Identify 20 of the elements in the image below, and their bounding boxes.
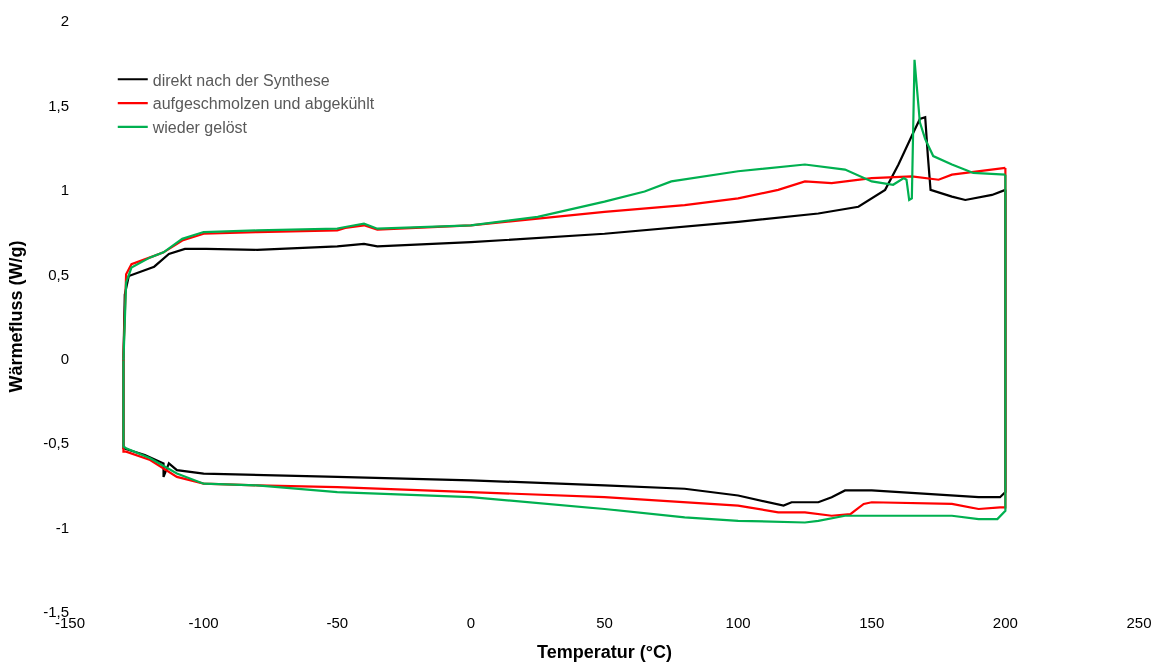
y-tick-label: -0,5 (43, 434, 69, 452)
x-tick-label: 250 (1126, 614, 1152, 631)
x-tick-label: -50 (326, 614, 349, 631)
y-tick-label: 2 (60, 12, 69, 30)
x-tick-label: 50 (596, 614, 613, 631)
y-axis-title: Wärmefluss (W/g) (6, 240, 27, 393)
y-tick-label: -1 (55, 518, 69, 536)
x-tick-label: 0 (466, 614, 476, 631)
legend-label: direkt nach der Synthese (152, 71, 330, 89)
y-tick-label: 1,5 (48, 96, 69, 114)
x-tick-label: 150 (859, 614, 885, 631)
x-tick-label: -100 (188, 614, 219, 631)
legend-label: wieder gelöst (151, 119, 248, 137)
x-tick-label: 200 (992, 614, 1018, 631)
x-axis-title: Temperatur (°C) (537, 642, 672, 663)
legend-label: aufgeschmolzen und abgekühlt (152, 95, 375, 113)
x-tick-label: 100 (725, 614, 751, 631)
y-tick-label: 0,5 (48, 265, 69, 283)
y-tick-label: 1 (60, 181, 69, 199)
y-tick-label: 0 (60, 349, 69, 367)
